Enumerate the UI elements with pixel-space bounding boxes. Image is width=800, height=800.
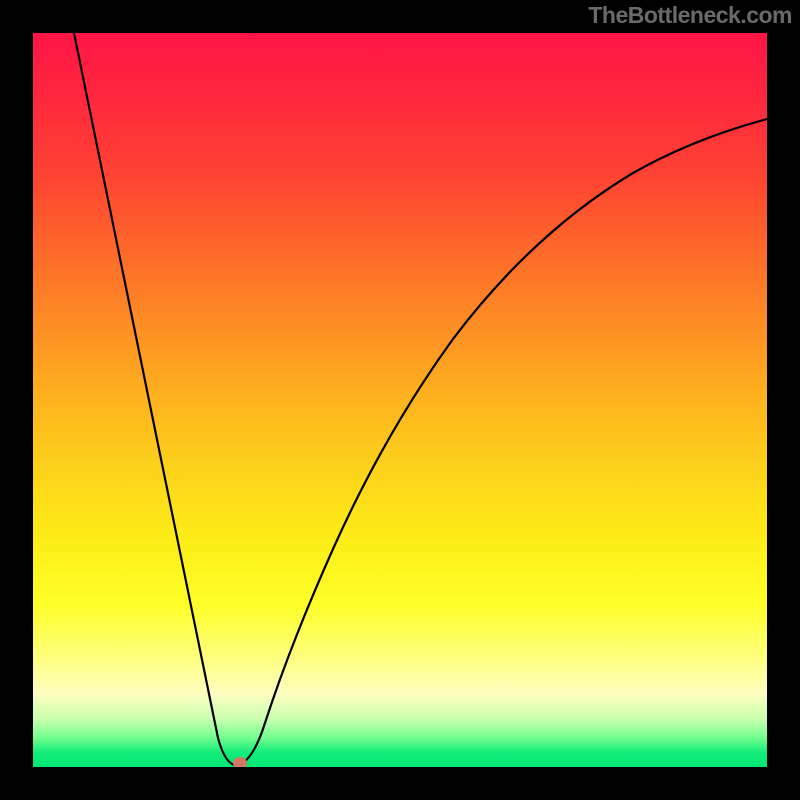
- watermark-text: TheBottleneck.com: [588, 2, 792, 29]
- chart-frame: TheBottleneck.com: [0, 0, 800, 800]
- plot-background: [33, 33, 767, 767]
- bottleneck-chart: [0, 0, 800, 800]
